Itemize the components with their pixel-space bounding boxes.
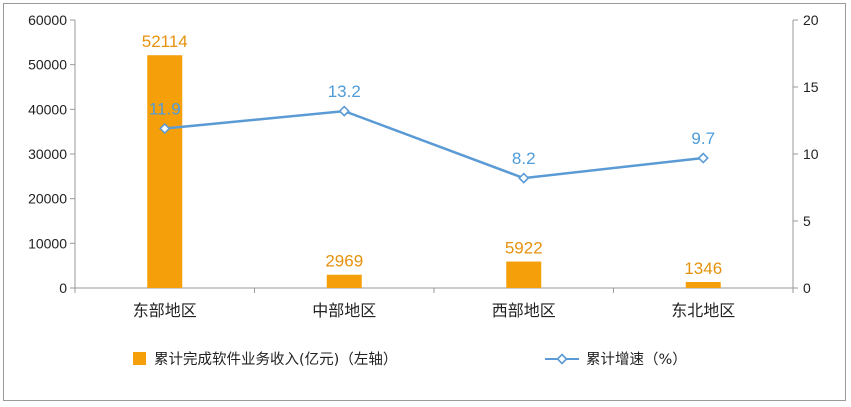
right-tick-label: 10 xyxy=(803,146,819,162)
bar xyxy=(147,55,183,288)
bar xyxy=(506,261,542,288)
right-tick-label: 20 xyxy=(803,12,819,28)
category-label: 西部地区 xyxy=(492,301,556,320)
line-data-label: 8.2 xyxy=(512,149,536,168)
line-data-label: 13.2 xyxy=(328,82,361,101)
right-tick-label: 15 xyxy=(803,79,819,95)
category-labels: 东部地区 中部地区 西部地区 东北地区 xyxy=(133,301,736,320)
bar-series xyxy=(147,55,721,288)
category-label: 东北地区 xyxy=(671,301,735,320)
bar xyxy=(326,274,362,288)
legend-bar-swatch xyxy=(133,352,146,365)
line-data-label: 11.9 xyxy=(149,100,181,119)
category-label: 东部地区 xyxy=(133,301,197,320)
bar-data-label: 2969 xyxy=(325,252,363,271)
line-point xyxy=(338,105,350,117)
series-line xyxy=(164,109,704,180)
left-tick-label: 10000 xyxy=(28,235,67,251)
bar-data-label: 5922 xyxy=(505,239,543,258)
line-data-label: 9.7 xyxy=(691,129,715,148)
legend: 累计完成软件业务收入(亿元)（左轴） 累计增速（%） xyxy=(133,351,687,368)
line-data-labels: 11.9 13.2 8.2 9.7 xyxy=(149,82,715,168)
line-point xyxy=(697,152,709,164)
left-tick-label: 20000 xyxy=(28,191,67,207)
left-tick-label: 60000 xyxy=(28,12,67,28)
bar-data-labels: 52114 2969 5922 1346 xyxy=(142,32,722,278)
right-tick-label: 5 xyxy=(803,213,811,229)
left-axis-ticks: 0 10000 20000 30000 40000 50000 60000 xyxy=(28,12,794,296)
category-label: 中部地区 xyxy=(312,301,376,320)
chart-frame xyxy=(3,3,846,401)
left-tick-label: 30000 xyxy=(28,146,67,162)
left-tick-label: 50000 xyxy=(28,57,67,73)
left-tick-label: 40000 xyxy=(28,101,67,117)
right-tick-label: 0 xyxy=(803,280,811,296)
legend-bar-label: 累计完成软件业务收入(亿元)（左轴） xyxy=(154,351,397,368)
left-tick-label: 0 xyxy=(59,280,67,296)
bar-data-label: 52114 xyxy=(142,32,188,51)
line-point xyxy=(159,122,171,135)
bar-data-label: 1346 xyxy=(684,259,722,278)
line-series xyxy=(159,105,709,184)
legend-line-label: 累计增速（%） xyxy=(586,351,687,368)
right-axis-ticks: 0 5 10 15 20 xyxy=(793,12,819,296)
legend-line-marker xyxy=(556,353,568,365)
line-point xyxy=(518,172,530,184)
bar xyxy=(685,281,721,288)
